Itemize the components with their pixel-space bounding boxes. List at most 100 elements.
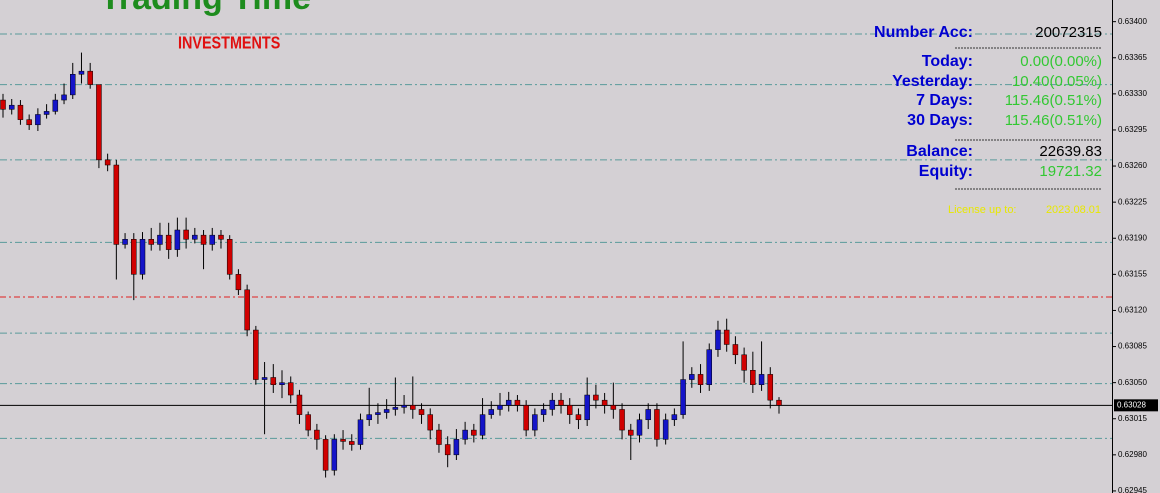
candle-body	[253, 329, 259, 380]
candle-body	[628, 429, 634, 436]
candle-body	[322, 439, 329, 471]
candle-body	[235, 274, 242, 291]
y-tick-label: 0.63225	[1118, 197, 1147, 206]
candle-body	[366, 414, 372, 421]
candle-body	[244, 289, 250, 331]
candle-body	[471, 429, 477, 436]
y-tick-label: 0.63155	[1118, 269, 1147, 278]
candle-body	[523, 405, 529, 431]
candle-body	[732, 344, 739, 356]
candle-body	[43, 111, 50, 115]
candle-body	[636, 419, 643, 436]
candle-body	[462, 429, 468, 440]
candle-body	[662, 419, 669, 440]
candle-body	[270, 377, 277, 385]
y-tick-label: 0.63050	[1118, 378, 1147, 387]
candle-body	[17, 104, 24, 120]
candle-body	[165, 234, 172, 250]
candle-body	[593, 394, 599, 401]
candle-body	[488, 409, 495, 415]
y-tick-label: 0.63260	[1118, 161, 1147, 170]
candle-body	[357, 419, 364, 445]
y-tick-label: 0.62980	[1118, 450, 1147, 459]
candle-body	[148, 239, 154, 245]
candle-body	[314, 429, 320, 440]
candle-body	[113, 164, 120, 245]
y-tick-label: 0.63085	[1118, 342, 1147, 351]
account-label: Today:	[922, 53, 973, 70]
candle-body	[296, 394, 303, 415]
candle-body	[209, 234, 216, 245]
candle-body	[35, 114, 41, 126]
candle-body	[61, 94, 67, 101]
candle-body	[218, 234, 224, 240]
candle-body	[427, 414, 433, 431]
candle-body	[671, 414, 678, 421]
y-tick-label: 0.62945	[1118, 486, 1147, 493]
candle-body	[479, 414, 486, 436]
candle-body	[741, 354, 747, 371]
candle-body	[575, 414, 582, 421]
candle-body	[392, 407, 399, 410]
candle-body	[226, 239, 233, 275]
candle-body	[680, 379, 686, 415]
candle-body	[453, 439, 460, 456]
candle-body	[192, 234, 198, 240]
brand-subtitle: INVESTMENTS	[178, 33, 280, 53]
y-tick-label: 0.63365	[1118, 53, 1147, 62]
candle-body	[122, 239, 128, 245]
account-value: 10.40(0.05%)	[1012, 73, 1102, 90]
y-tick-label: 0.63015	[1118, 414, 1147, 423]
candle-body	[776, 399, 782, 406]
candle-body	[401, 405, 407, 408]
candle-body	[514, 399, 521, 406]
candle-body	[505, 399, 512, 406]
candle-body	[375, 412, 381, 415]
candle-body	[131, 239, 137, 275]
candle-body	[566, 405, 573, 415]
candle-body	[654, 409, 660, 440]
account-label: Number Acc:	[874, 24, 973, 41]
account-label: Equity:	[919, 163, 973, 180]
current-price-box	[1114, 399, 1158, 412]
y-tick-label: 0.63190	[1118, 233, 1147, 242]
account-label: Yesterday:	[892, 73, 973, 90]
account-value: 0.00(0.00%)	[1020, 53, 1102, 70]
candle-body	[410, 405, 416, 410]
candle-body	[619, 409, 625, 431]
candle-body	[70, 74, 76, 96]
candle-body	[104, 159, 111, 166]
candle-body	[183, 229, 189, 240]
candle-body	[532, 414, 538, 431]
candle-body	[723, 329, 730, 345]
candle-body	[689, 374, 695, 380]
candle-body	[750, 370, 756, 385]
candle-body	[584, 394, 590, 421]
y-tick-label: 0.63295	[1118, 125, 1147, 134]
account-value: 115.46(0.51%)	[1005, 92, 1102, 109]
candle-body	[78, 70, 85, 75]
account-value: 115.46(0.51%)	[1005, 112, 1102, 129]
candle-body	[767, 374, 774, 401]
candle-body	[349, 441, 355, 445]
y-tick-label: 0.63120	[1118, 306, 1147, 315]
candle-body	[87, 70, 93, 85]
account-label: 30 Days:	[907, 112, 973, 129]
account-value: 20072315	[1035, 24, 1102, 41]
candle-body	[331, 439, 338, 471]
candle-body	[706, 349, 712, 385]
candle-body	[497, 405, 503, 410]
candle-body	[26, 119, 32, 126]
candle-body	[279, 382, 285, 385]
candle-body	[418, 409, 425, 415]
candle-body	[540, 409, 547, 415]
candle-body	[758, 374, 765, 385]
candle-body	[697, 374, 704, 385]
candle-body	[287, 382, 294, 396]
y-tick-label: 0.63330	[1118, 89, 1147, 98]
candle-body	[200, 234, 207, 245]
candle-body	[305, 414, 311, 431]
